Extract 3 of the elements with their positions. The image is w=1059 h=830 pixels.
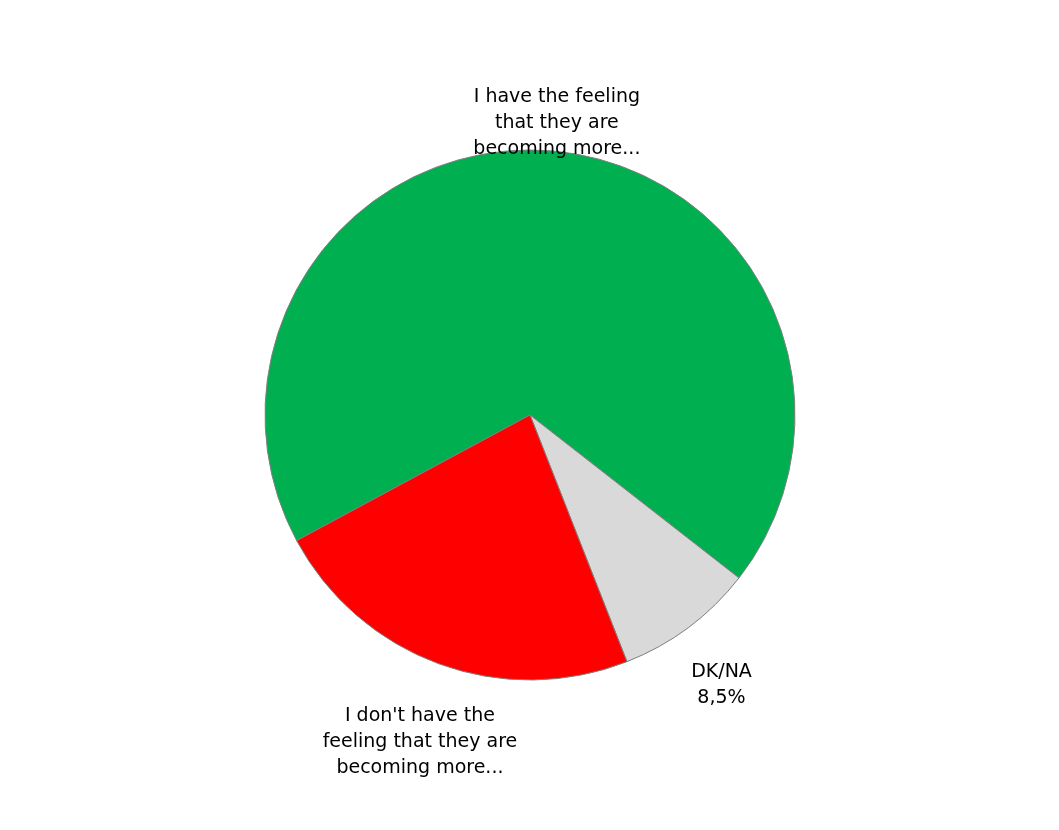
- slice-label: DK/NA: [691, 659, 752, 682]
- data-label: 8,5%: [697, 685, 746, 708]
- slice-label: I don't have the feeling that they are becoming more...: [322, 703, 518, 778]
